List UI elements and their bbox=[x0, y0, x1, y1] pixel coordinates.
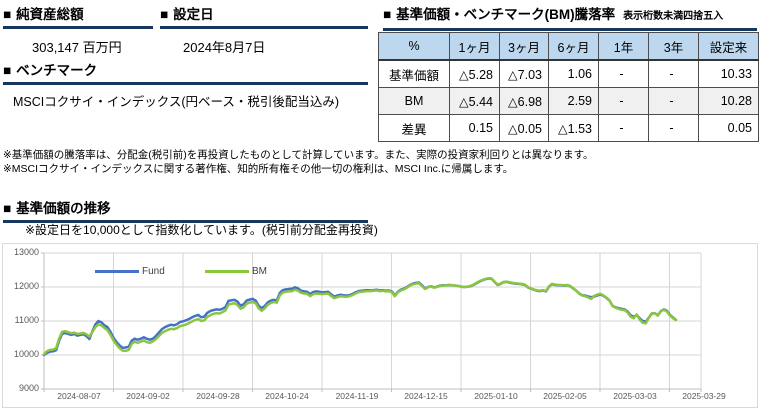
section-header-nav-chart: ■ 基準価額の推移 bbox=[3, 200, 368, 223]
col-header: 1年 bbox=[598, 32, 649, 61]
x-axis-tick-label: 2025-01-10 bbox=[474, 391, 518, 401]
col-header: 1ヶ月 bbox=[449, 32, 500, 61]
value-cell: 0.05 bbox=[698, 114, 759, 142]
table-header-row: % 1ヶ月 3ヶ月 6ヶ月 1年 3年 設定来 bbox=[378, 32, 759, 61]
x-axis-tick-label: 2024-09-02 bbox=[126, 391, 170, 401]
row-label: 差異 bbox=[378, 114, 450, 142]
row-label: BM bbox=[378, 87, 450, 115]
value-cell: 10.33 bbox=[698, 59, 759, 88]
nav-chart-title: 基準価額の推移 bbox=[16, 201, 111, 216]
value-cell: △5.28 bbox=[449, 59, 500, 88]
section-header-net-assets: ■ 純資産総額 bbox=[3, 6, 153, 29]
value-cell: 2.59 bbox=[548, 87, 599, 115]
inception-value: 2024年8月7日 bbox=[183, 40, 266, 55]
y-axis-tick-label: 13000 bbox=[13, 247, 39, 257]
y-axis-tick-label: 12000 bbox=[13, 281, 39, 291]
value-cell: △6.98 bbox=[499, 87, 549, 115]
col-header: 設定来 bbox=[698, 32, 759, 61]
section-marker-icon: ■ bbox=[160, 7, 169, 22]
value-cell: 10.28 bbox=[698, 87, 759, 115]
footnote-line: ※MSCIコクサイ・インデックスに関する著作権、知的所有権その他一切の権利は、M… bbox=[3, 163, 514, 175]
performance-title: 基準価額・ベンチマーク(BM)騰落率 bbox=[396, 7, 616, 22]
benchmark-title: ベンチマーク bbox=[16, 63, 98, 78]
value-cell: △0.05 bbox=[499, 114, 549, 142]
value-cell: 1.06 bbox=[548, 59, 599, 88]
bm-line-swatch-icon bbox=[205, 269, 249, 274]
col-header: 6ヶ月 bbox=[548, 32, 599, 61]
section-header-inception: ■ 設定日 bbox=[160, 6, 368, 29]
x-axis-tick-label: 2025-03-03 bbox=[613, 391, 657, 401]
section-marker-icon: ■ bbox=[383, 7, 392, 22]
x-axis-tick-label: 2024-08-07 bbox=[57, 391, 101, 401]
rounding-note: 表示桁数未満四捨五入 bbox=[623, 11, 724, 22]
fund-line-swatch-icon bbox=[95, 269, 139, 274]
y-axis-tick-label: 9000 bbox=[18, 383, 39, 393]
section-marker-icon: ■ bbox=[3, 63, 12, 78]
nav-chart-plot bbox=[41, 252, 702, 392]
footnote-line: ※基準価額の騰落率は、分配金(税引前)を再投資したものとして計算しています。また… bbox=[3, 149, 594, 161]
legend-label-bm: BM bbox=[252, 266, 267, 277]
table-row: 差異 0.15 △0.05 △1.53 - - 0.05 bbox=[378, 114, 759, 142]
inception-title: 設定日 bbox=[173, 7, 214, 22]
value-cell: △7.03 bbox=[499, 59, 549, 88]
col-header: 3ヶ月 bbox=[499, 32, 549, 61]
value-cell: - bbox=[648, 87, 699, 115]
nav-chart: 13000 12000 11000 10000 9000 2024-08-07 … bbox=[2, 243, 758, 408]
col-header: 3年 bbox=[648, 32, 699, 61]
y-axis-tick-label: 10000 bbox=[13, 349, 39, 359]
net-assets-title: 純資産総額 bbox=[16, 7, 84, 22]
y-axis-tick-label: 11000 bbox=[14, 315, 39, 325]
benchmark-value: MSCIコクサイ・インデックス(円ベース・税引後配当込み) bbox=[13, 95, 340, 109]
section-header-benchmark: ■ ベンチマーク bbox=[3, 62, 368, 85]
footnotes: ※基準価額の騰落率は、分配金(税引前)を再投資したものとして計算しています。また… bbox=[3, 148, 594, 176]
section-marker-icon: ■ bbox=[3, 7, 12, 22]
table-row: BM △5.44 △6.98 2.59 - - 10.28 bbox=[378, 87, 759, 115]
section-marker-icon: ■ bbox=[3, 201, 12, 216]
section-header-performance: ■ 基準価額・ベンチマーク(BM)騰落率 表示桁数未満四捨五入 bbox=[383, 6, 757, 31]
value-cell: 0.15 bbox=[449, 114, 500, 142]
x-axis-tick-label: 2024-12-15 bbox=[404, 391, 448, 401]
row-label: 基準価額 bbox=[378, 59, 450, 88]
performance-table: % 1ヶ月 3ヶ月 6ヶ月 1年 3年 設定来 基準価額 △5.28 △7.03… bbox=[378, 32, 759, 142]
x-axis-tick-label: 2024-09-28 bbox=[196, 391, 240, 401]
value-cell: △1.53 bbox=[548, 114, 599, 142]
value-cell: - bbox=[598, 87, 649, 115]
value-cell: - bbox=[648, 59, 699, 88]
net-assets-value: 303,147 百万円 bbox=[32, 40, 122, 55]
x-axis-tick-label: 2024-11-19 bbox=[335, 391, 379, 401]
table-row: 基準価額 △5.28 △7.03 1.06 - - 10.33 bbox=[378, 59, 759, 88]
legend-label-fund: Fund bbox=[142, 266, 165, 277]
col-header: % bbox=[378, 32, 450, 61]
legend-item-bm: BM bbox=[205, 266, 267, 277]
value-cell: - bbox=[598, 59, 649, 88]
x-axis-tick-label: 2024-10-24 bbox=[265, 391, 309, 401]
legend-item-fund: Fund bbox=[95, 266, 165, 277]
nav-chart-note: ※設定日を10,000として指数化しています。(税引前分配金再投資) bbox=[25, 223, 378, 237]
value-cell: - bbox=[648, 114, 699, 142]
x-axis-tick-label: 2025-02-05 bbox=[543, 391, 587, 401]
value-cell: - bbox=[598, 114, 649, 142]
x-axis-tick-label: 2025-03-29 bbox=[682, 391, 726, 401]
value-cell: △5.44 bbox=[449, 87, 500, 115]
